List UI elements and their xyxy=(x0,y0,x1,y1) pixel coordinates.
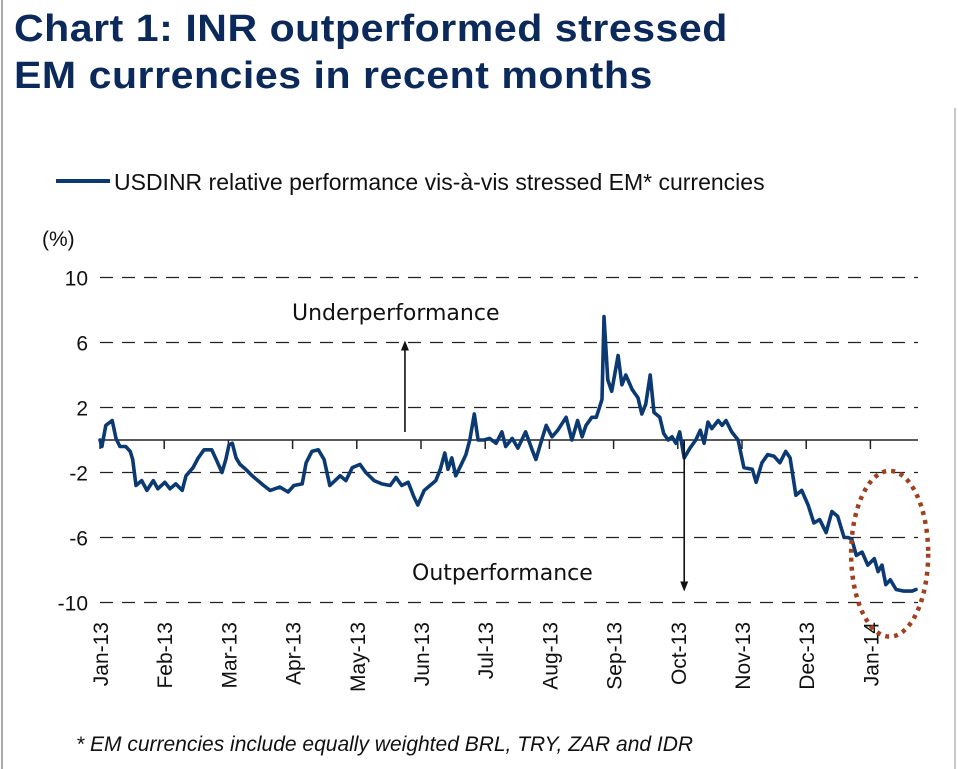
x-tick-label: Oct-13 xyxy=(668,622,691,685)
x-tick-label: Nov-13 xyxy=(732,622,755,690)
y-tick-label: 6 xyxy=(76,333,88,356)
x-tick-label: Jan-13 xyxy=(90,622,113,686)
x-tick-label: Feb-13 xyxy=(154,622,177,689)
annotations: Underperformance Outperformance xyxy=(292,301,931,639)
outperformance-arrowhead-icon xyxy=(680,581,689,592)
x-tick-label: Sep-13 xyxy=(604,622,627,690)
x-tick-labels: Jan-13 Feb-13 Mar-13 Apr-13 May-13 Jun-13 Jul-… xyxy=(90,622,883,692)
gridlines xyxy=(100,276,918,604)
y-axis-unit-label: (%) xyxy=(42,228,75,251)
y-tick-label: 2 xyxy=(76,398,88,421)
x-tick-label: Jun-13 xyxy=(411,622,434,686)
y-tick-label: -2 xyxy=(69,463,88,486)
outperformance-label: Outperformance xyxy=(412,561,593,586)
underperformance-label: Underperformance xyxy=(292,301,500,326)
x-tick-label: May-13 xyxy=(347,622,370,692)
y-tick-labels: 10 6 2 -2 -6 -10 xyxy=(58,268,88,616)
legend: USDINR relative performance vis-à-vis st… xyxy=(56,169,765,195)
x-tick-label: Apr-13 xyxy=(283,622,306,685)
y-tick-label: 10 xyxy=(65,268,88,291)
highlight-ellipse xyxy=(848,468,931,639)
x-tick-label: Aug-13 xyxy=(539,622,562,690)
chart-title-line-1: Chart 1: INR outperformed stressed xyxy=(14,8,728,50)
x-tick-label: Jan-14 xyxy=(860,622,883,687)
x-tick-label: Dec-13 xyxy=(796,622,819,690)
y-tick-label: -10 xyxy=(58,593,88,616)
underperformance-arrowhead-icon xyxy=(400,340,409,351)
series-line-usdinr xyxy=(98,314,918,593)
chart-title: Chart 1: INR outperformed stressed EM cu… xyxy=(14,6,728,100)
footnote: * EM currencies include equally weighted… xyxy=(76,733,694,756)
y-tick-label: -6 xyxy=(69,528,88,551)
series-layer xyxy=(98,314,918,593)
x-tick-label: Jul-13 xyxy=(475,622,498,679)
frame-right-border xyxy=(954,108,956,769)
frame-left-border xyxy=(1,0,3,769)
chart-title-line-2: EM currencies in recent months xyxy=(14,55,653,97)
x-tick-label: Mar-13 xyxy=(218,622,241,689)
legend-label: USDINR relative performance vis-à-vis st… xyxy=(114,169,765,195)
